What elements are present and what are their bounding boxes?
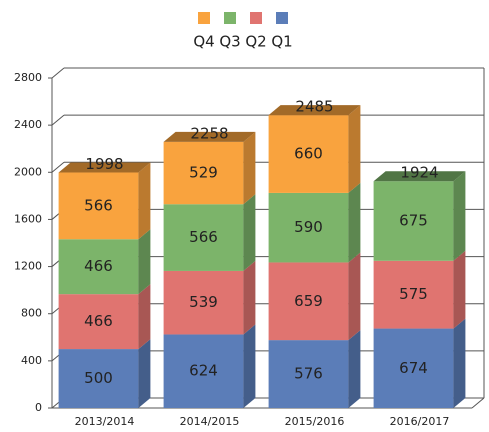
y-tick-label: 1200 <box>14 260 42 273</box>
value-label: 659 <box>294 292 323 310</box>
x-tick-label: 2015/2016 <box>285 415 345 428</box>
value-label: 466 <box>84 312 113 330</box>
legend-label: Q1 <box>271 33 292 51</box>
y-tick-label: 2000 <box>14 165 42 178</box>
bar-front <box>58 349 139 408</box>
y-tick-label: 2400 <box>14 118 42 131</box>
y-tick-label: 400 <box>21 354 42 367</box>
bar-side <box>348 330 361 408</box>
legend-label: Q2 <box>245 33 266 51</box>
x-tick-label: 2014/2015 <box>180 415 240 428</box>
bar-side <box>243 324 256 408</box>
bar-side <box>138 339 151 408</box>
value-label: 576 <box>294 365 323 383</box>
grid-line-side <box>51 161 65 173</box>
y-tick-label: 2800 <box>14 71 42 84</box>
bar-side <box>348 105 361 193</box>
bar-front <box>268 340 349 408</box>
legend-label: Q3 <box>219 33 240 51</box>
bar-top <box>163 131 256 142</box>
bar-front <box>163 204 244 271</box>
value-label: 539 <box>189 293 218 311</box>
bar-side <box>138 284 151 350</box>
legend-swatch <box>250 12 262 24</box>
bar-top <box>58 162 151 173</box>
total-label: 1998 <box>85 155 123 173</box>
bar-front <box>163 141 244 205</box>
y-tick-label: 1600 <box>14 212 42 225</box>
bar-top <box>373 171 466 182</box>
bar-front <box>268 262 349 341</box>
value-label: 575 <box>399 285 428 303</box>
legend-swatch <box>198 12 210 24</box>
total-label: 2485 <box>295 98 333 116</box>
bar-front <box>58 294 139 350</box>
x-tick-label: 2016/2017 <box>390 415 450 428</box>
value-label: 529 <box>189 164 218 182</box>
bar-side <box>453 171 466 261</box>
y-tick-label: 800 <box>21 307 42 320</box>
legend-swatch <box>276 12 288 24</box>
bar-side <box>138 229 151 295</box>
y-tick-label: 0 <box>35 401 42 414</box>
grid-line-side <box>51 114 65 126</box>
value-label: 660 <box>294 145 323 163</box>
bar-side <box>453 250 466 329</box>
total-label: 1924 <box>400 164 438 182</box>
bar-front <box>58 172 139 240</box>
bar-front <box>163 270 244 335</box>
bar-front <box>373 260 454 329</box>
legend-swatch <box>224 12 236 24</box>
value-label: 500 <box>84 369 113 387</box>
legend-label: Q4 <box>193 33 214 51</box>
bar-front <box>163 334 244 408</box>
value-label: 466 <box>84 257 113 275</box>
value-label: 590 <box>294 218 323 236</box>
total-label: 2258 <box>190 124 228 142</box>
x-tick-label: 2013/2014 <box>75 415 135 428</box>
bar-front <box>58 239 139 295</box>
bar-side <box>453 318 466 408</box>
bar-front <box>373 181 454 261</box>
value-label: 624 <box>189 362 218 380</box>
bar-front <box>268 192 349 263</box>
bar-side <box>348 182 361 263</box>
floor-right <box>471 397 485 409</box>
bar-side <box>243 131 256 205</box>
value-label: 566 <box>84 196 113 214</box>
bar-front <box>373 328 454 408</box>
value-label: 674 <box>399 359 428 377</box>
bar-side <box>138 162 151 240</box>
bar-side <box>243 260 256 335</box>
bar-side <box>348 252 361 341</box>
bar-top <box>268 105 361 116</box>
bar-front <box>268 115 349 193</box>
value-label: 566 <box>189 228 218 246</box>
value-label: 675 <box>399 212 428 230</box>
grid-line-side <box>51 67 65 79</box>
bar-side <box>243 194 256 271</box>
